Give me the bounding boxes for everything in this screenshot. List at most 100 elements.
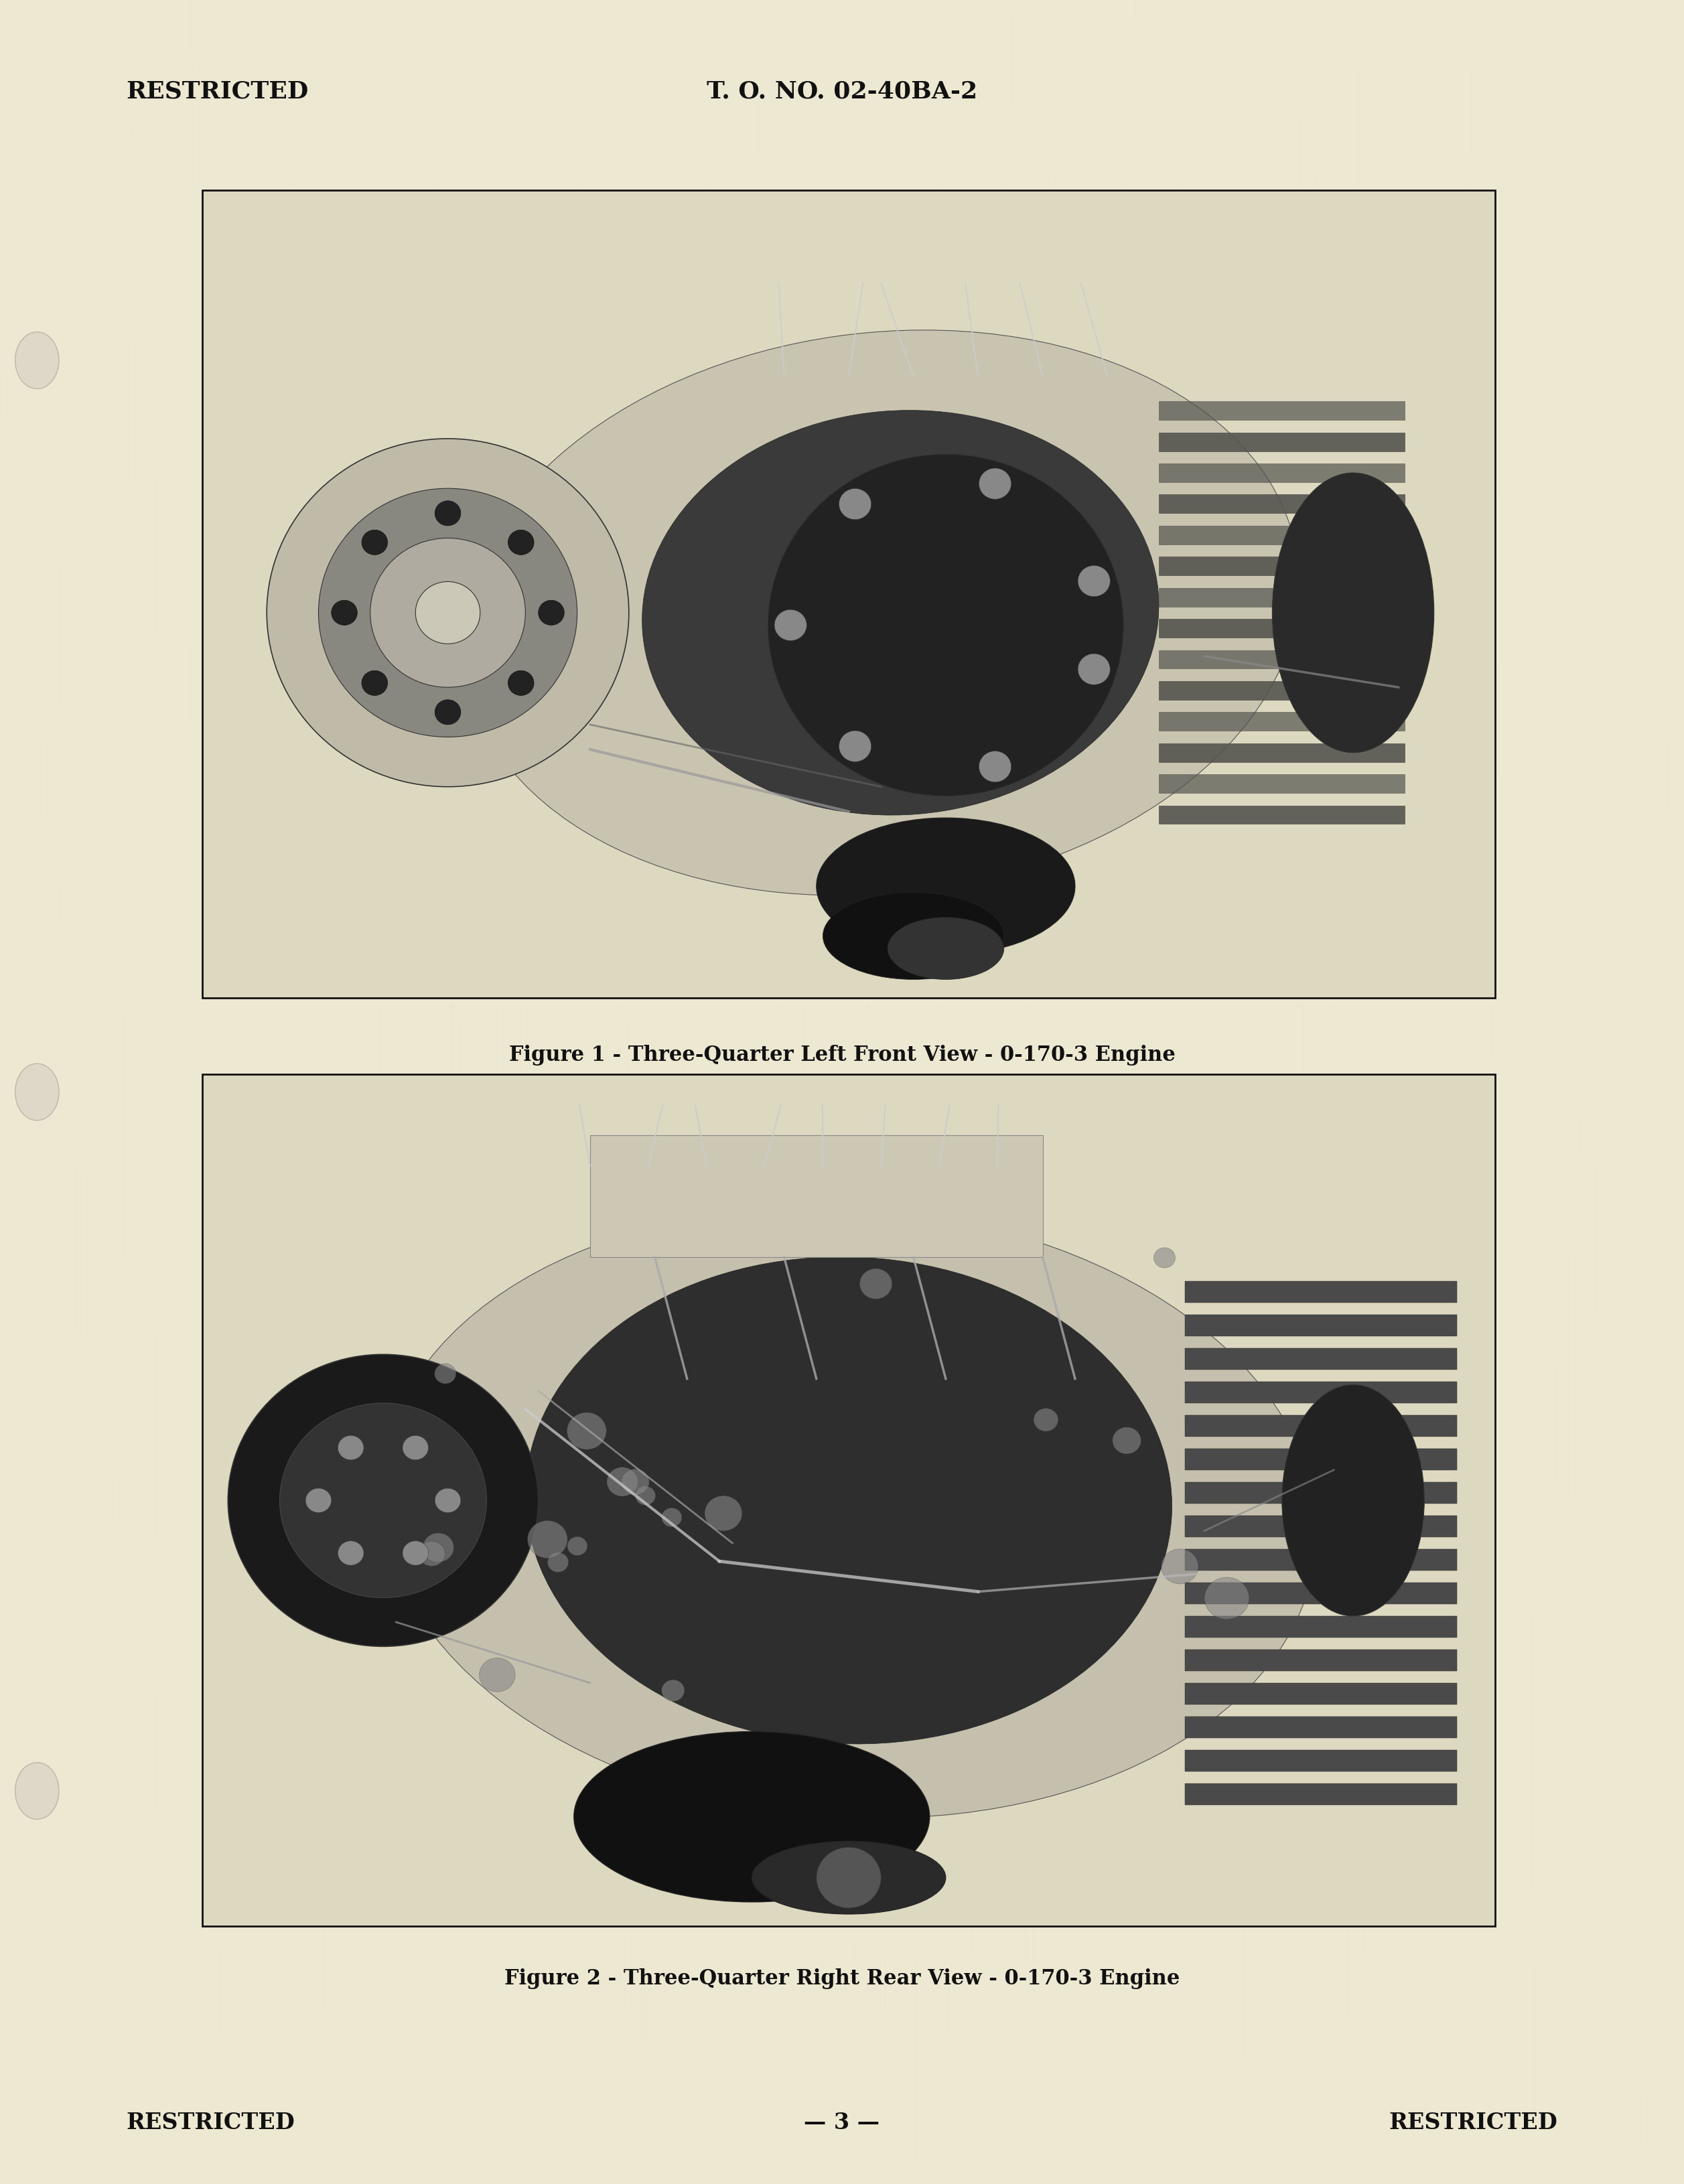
Circle shape <box>15 1064 59 1120</box>
Ellipse shape <box>1273 472 1435 753</box>
Bar <box>1186 1784 1457 1804</box>
Circle shape <box>1162 1548 1199 1583</box>
Circle shape <box>338 1542 364 1566</box>
Circle shape <box>434 699 461 725</box>
Circle shape <box>266 439 628 786</box>
Bar <box>1186 1282 1457 1302</box>
Bar <box>1159 651 1404 668</box>
Circle shape <box>1113 1426 1142 1455</box>
Circle shape <box>362 531 387 555</box>
Ellipse shape <box>887 917 1004 978</box>
Circle shape <box>509 670 534 695</box>
Circle shape <box>423 1533 453 1562</box>
Text: Figure 2 - Three-Quarter Right Rear View - 0-170-3 Engine: Figure 2 - Three-Quarter Right Rear View… <box>504 1968 1180 1990</box>
Bar <box>1159 712 1404 732</box>
Circle shape <box>434 500 461 526</box>
Bar <box>1159 618 1404 638</box>
Circle shape <box>775 609 807 640</box>
Bar <box>1159 557 1404 574</box>
Bar <box>1186 1548 1457 1570</box>
Text: T. O. NO. 02-40BA-2: T. O. NO. 02-40BA-2 <box>707 81 977 103</box>
Circle shape <box>434 1363 456 1385</box>
Circle shape <box>539 601 564 625</box>
Circle shape <box>621 1470 648 1496</box>
Bar <box>1186 1684 1457 1704</box>
Circle shape <box>547 1553 569 1572</box>
Bar <box>589 1136 1042 1258</box>
Circle shape <box>568 1538 588 1555</box>
Ellipse shape <box>381 1208 1317 1817</box>
Ellipse shape <box>1282 1385 1425 1616</box>
Circle shape <box>402 1435 428 1459</box>
Bar <box>202 190 1495 998</box>
Circle shape <box>362 670 387 695</box>
Ellipse shape <box>642 411 1159 815</box>
Circle shape <box>434 1487 461 1514</box>
Circle shape <box>861 1269 893 1299</box>
Ellipse shape <box>768 454 1123 795</box>
Circle shape <box>1078 566 1110 596</box>
Circle shape <box>416 581 480 644</box>
Circle shape <box>480 1658 515 1693</box>
Text: RESTRICTED: RESTRICTED <box>126 2112 295 2134</box>
Circle shape <box>305 1487 332 1514</box>
Bar <box>1159 494 1404 513</box>
Bar <box>1186 1315 1457 1337</box>
Circle shape <box>978 467 1012 500</box>
Circle shape <box>839 489 871 520</box>
Circle shape <box>635 1485 655 1505</box>
Bar <box>1186 1717 1457 1738</box>
Ellipse shape <box>463 330 1300 895</box>
Bar <box>1186 1749 1457 1771</box>
Text: Figure 1 - Three-Quarter Left Front View - 0-170-3 Engine: Figure 1 - Three-Quarter Left Front View… <box>509 1044 1175 1066</box>
Circle shape <box>606 1468 638 1496</box>
Circle shape <box>1154 1247 1175 1269</box>
Bar <box>1186 1483 1457 1503</box>
Circle shape <box>1034 1409 1058 1431</box>
Circle shape <box>227 1354 539 1647</box>
Circle shape <box>1078 653 1110 686</box>
Circle shape <box>568 1413 606 1450</box>
Circle shape <box>318 489 578 736</box>
Bar <box>1159 432 1404 452</box>
Circle shape <box>527 1520 568 1557</box>
Bar <box>1159 743 1404 762</box>
Bar <box>1159 681 1404 699</box>
Circle shape <box>662 1507 682 1527</box>
Circle shape <box>332 601 357 625</box>
Circle shape <box>662 1679 684 1701</box>
Bar <box>1159 806 1404 823</box>
Circle shape <box>704 1496 743 1531</box>
Bar <box>1186 1448 1457 1470</box>
Text: RESTRICTED: RESTRICTED <box>1389 2112 1558 2134</box>
Text: — 3 —: — 3 — <box>805 2112 879 2134</box>
Ellipse shape <box>823 893 1004 978</box>
Bar <box>1159 526 1404 544</box>
Circle shape <box>402 1542 428 1566</box>
Bar <box>202 1075 1495 1926</box>
Bar <box>1159 775 1404 793</box>
Circle shape <box>1204 1577 1250 1618</box>
Bar <box>1186 1415 1457 1437</box>
Circle shape <box>419 1542 445 1566</box>
Circle shape <box>817 1848 881 1909</box>
Bar <box>1186 1616 1457 1638</box>
Circle shape <box>839 732 871 762</box>
Bar <box>1186 1649 1457 1671</box>
Circle shape <box>509 531 534 555</box>
Circle shape <box>15 332 59 389</box>
Ellipse shape <box>817 817 1074 954</box>
Bar <box>1186 1382 1457 1402</box>
Ellipse shape <box>574 1732 930 1902</box>
Bar <box>1186 1516 1457 1538</box>
Bar <box>1159 587 1404 607</box>
Circle shape <box>338 1435 364 1459</box>
Bar <box>1159 463 1404 483</box>
Circle shape <box>370 537 525 688</box>
Bar <box>1186 1348 1457 1369</box>
Text: RESTRICTED: RESTRICTED <box>126 81 308 103</box>
Ellipse shape <box>525 1256 1172 1745</box>
Circle shape <box>280 1402 487 1599</box>
Circle shape <box>978 751 1012 782</box>
Bar <box>1159 402 1404 419</box>
